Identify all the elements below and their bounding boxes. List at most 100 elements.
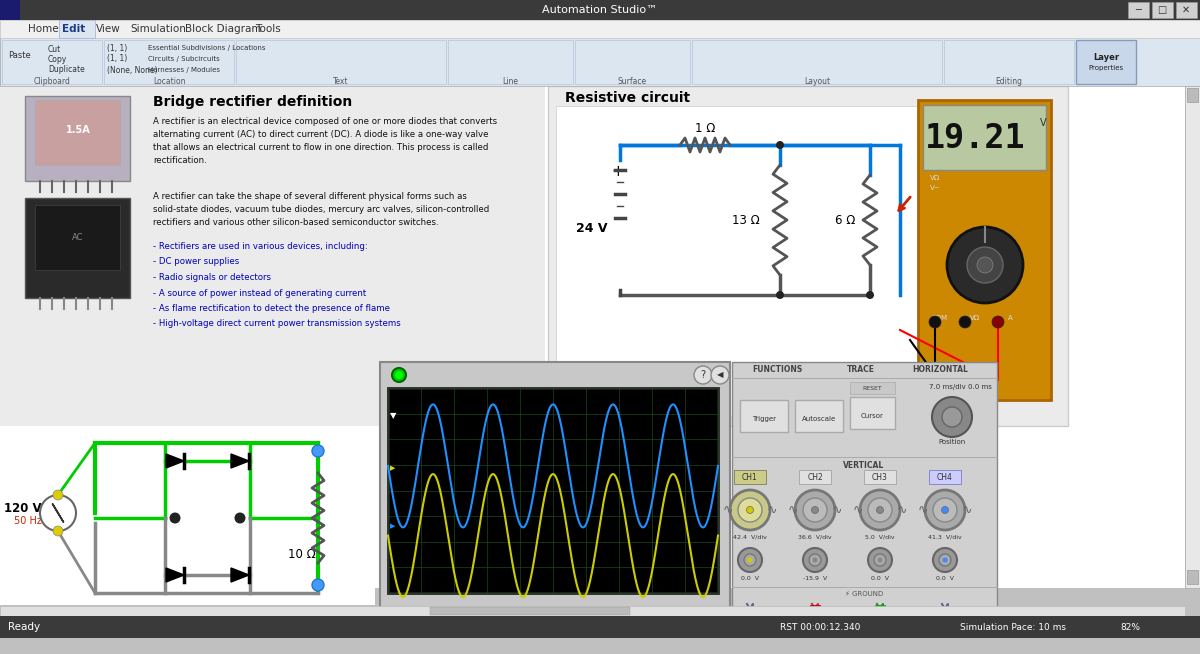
Text: 24 V: 24 V: [576, 222, 607, 235]
Text: ?: ?: [701, 370, 706, 380]
Circle shape: [942, 506, 948, 513]
Bar: [740, 400, 788, 432]
Text: Ready: Ready: [8, 622, 40, 632]
Text: 36.6  V/div: 36.6 V/div: [798, 534, 832, 540]
Text: 19.21: 19.21: [925, 122, 1025, 154]
Text: - High-voltage direct current power transmission systems: - High-voltage direct current power tran…: [154, 320, 401, 328]
Text: A rectifier can take the shape of several different physical forms such as
solid: A rectifier can take the shape of severa…: [154, 192, 490, 227]
Text: □: □: [1157, 5, 1166, 15]
Circle shape: [809, 554, 821, 566]
Text: Edit: Edit: [62, 24, 85, 34]
Text: HORIZONTAL: HORIZONTAL: [912, 366, 968, 375]
Bar: [1128, 2, 1150, 18]
Text: - Radio signals or detectors: - Radio signals or detectors: [154, 273, 271, 282]
Text: CH1: CH1: [742, 472, 758, 481]
Bar: [850, 382, 895, 394]
Text: VΩ: VΩ: [930, 175, 940, 181]
Text: 13 Ω: 13 Ω: [732, 213, 760, 226]
Bar: [556, 106, 952, 416]
Text: Layer: Layer: [1093, 52, 1120, 61]
Text: Cursor: Cursor: [860, 413, 883, 419]
Text: Properties: Properties: [1088, 65, 1123, 71]
Bar: [35, 100, 120, 165]
Circle shape: [942, 557, 948, 562]
Circle shape: [710, 366, 730, 384]
Bar: [25, 198, 130, 298]
Circle shape: [169, 513, 180, 523]
Text: ∿: ∿: [896, 504, 907, 517]
Bar: [430, 607, 630, 615]
Bar: [1176, 2, 1198, 18]
Circle shape: [929, 316, 941, 328]
Text: ▼: ▼: [390, 411, 396, 421]
Circle shape: [746, 506, 754, 513]
Text: Trigger: Trigger: [752, 416, 776, 422]
Circle shape: [730, 490, 770, 530]
Circle shape: [868, 498, 892, 522]
Bar: [0, 430, 374, 605]
Bar: [236, 40, 446, 84]
Bar: [929, 470, 961, 484]
Text: 0.0  V: 0.0 V: [936, 576, 954, 581]
Bar: [448, 40, 574, 84]
Bar: [796, 400, 842, 432]
Text: RESET: RESET: [862, 385, 882, 390]
Text: COM: COM: [932, 315, 948, 321]
Text: ∿: ∿: [853, 504, 863, 517]
Bar: [1187, 88, 1198, 102]
Text: Simulation Pace: 10 ms: Simulation Pace: 10 ms: [960, 623, 1066, 632]
Text: Harnesses / Modules: Harnesses / Modules: [148, 67, 220, 73]
Text: FUNCTIONS: FUNCTIONS: [752, 366, 803, 375]
Circle shape: [312, 579, 324, 591]
Text: VΩ: VΩ: [970, 315, 980, 321]
Bar: [0, 0, 20, 20]
Text: +: +: [611, 165, 624, 179]
Polygon shape: [230, 568, 250, 582]
Bar: [1187, 570, 1198, 584]
Text: - A source of power instead of generating current: - A source of power instead of generatin…: [154, 288, 366, 298]
Circle shape: [992, 316, 1004, 328]
Bar: [799, 470, 830, 484]
Text: ⚡ GROUND: ⚡ GROUND: [845, 591, 883, 597]
Text: Clipboard: Clipboard: [34, 78, 71, 86]
Text: V: V: [1040, 118, 1046, 128]
Circle shape: [874, 554, 886, 566]
Text: AC: AC: [72, 233, 84, 243]
Text: Location: Location: [152, 78, 185, 86]
Bar: [380, 362, 730, 614]
Bar: [1152, 2, 1174, 18]
Bar: [35, 205, 120, 270]
Text: (None, None): (None, None): [107, 65, 157, 75]
Polygon shape: [166, 568, 184, 582]
Text: RST 00:00:12.340: RST 00:00:12.340: [780, 623, 860, 632]
Text: Editing: Editing: [996, 78, 1022, 86]
Circle shape: [925, 490, 965, 530]
Bar: [388, 388, 718, 593]
Text: 0.0 ms: 0.0 ms: [968, 384, 992, 390]
Circle shape: [392, 368, 406, 382]
Bar: [944, 40, 1074, 84]
Bar: [0, 0, 1200, 20]
Circle shape: [796, 490, 835, 530]
Text: Copy: Copy: [48, 54, 67, 63]
Circle shape: [738, 548, 762, 572]
Bar: [918, 100, 1051, 400]
Circle shape: [803, 498, 827, 522]
Text: TRACE: TRACE: [847, 366, 875, 375]
Text: (1, 1): (1, 1): [107, 44, 127, 52]
Text: V~: V~: [930, 185, 941, 191]
Polygon shape: [166, 454, 184, 468]
Bar: [1186, 86, 1200, 588]
Circle shape: [694, 366, 712, 384]
Circle shape: [932, 397, 972, 437]
Circle shape: [803, 548, 827, 572]
Text: ∿: ∿: [722, 504, 733, 517]
Text: Layout: Layout: [804, 78, 830, 86]
Bar: [923, 105, 1046, 170]
Bar: [692, 40, 942, 84]
Text: Circuits / Subcircuits: Circuits / Subcircuits: [148, 56, 220, 62]
Text: ▶: ▶: [390, 465, 395, 471]
Circle shape: [40, 495, 76, 531]
Bar: [25, 96, 130, 181]
Bar: [2, 40, 102, 84]
